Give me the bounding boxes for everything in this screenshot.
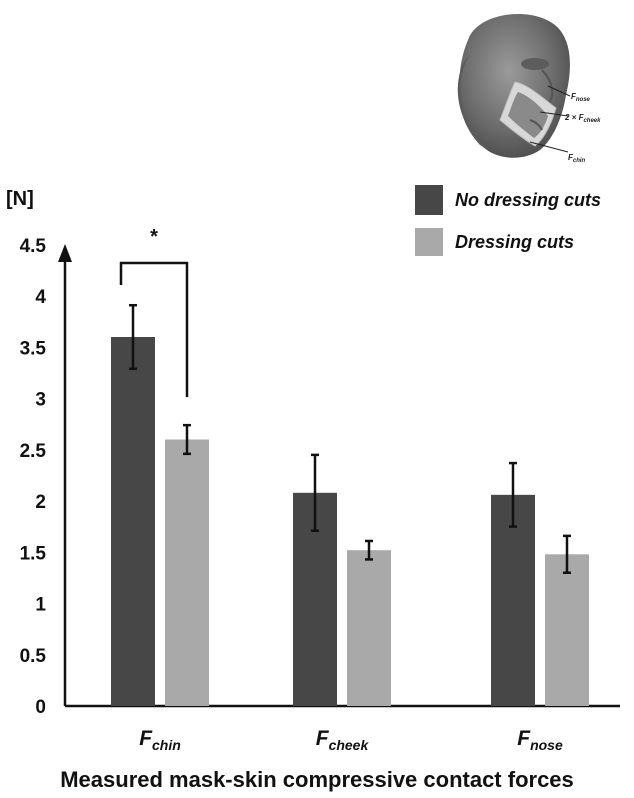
y-tick-label: 4.5	[20, 236, 47, 257]
y-tick-label: 1	[35, 595, 46, 616]
y-tick-label: 0.5	[20, 646, 47, 667]
y-tick-label: 2.5	[20, 441, 47, 462]
bar	[491, 494, 535, 706]
category-label: Fnose	[517, 727, 563, 753]
legend-label-dressing: Dressing cuts	[455, 232, 574, 252]
inset-label-nose: Fnose	[571, 92, 591, 103]
x-axis-label: Measured mask-skin compressive contact f…	[60, 767, 574, 792]
y-tick-label: 4	[35, 287, 46, 308]
y-tick-label: 0	[35, 697, 46, 718]
inset-label-cheek: 2 × Fcheek	[564, 113, 601, 124]
bar	[111, 337, 155, 706]
legend-swatch-no-dressing	[415, 185, 443, 215]
bar	[165, 439, 209, 706]
category-labels: Fchin Fcheek Fnose	[139, 727, 563, 753]
error-bars	[129, 303, 571, 574]
category-label: Fchin	[139, 727, 181, 753]
legend: No dressing cuts Dressing cuts	[415, 185, 601, 256]
legend-swatch-dressing	[415, 228, 443, 256]
y-tick-label: 3.5	[20, 338, 47, 359]
bars	[111, 337, 589, 706]
y-tick-label: 2	[35, 492, 46, 513]
significance-line	[119, 261, 189, 398]
legend-label-no-dressing: No dressing cuts	[455, 190, 601, 210]
inset-label-chin: Fchin	[568, 153, 586, 164]
y-unit-label: [N]	[6, 188, 34, 210]
bar	[347, 550, 391, 706]
y-tick-label: 3	[35, 390, 46, 411]
significance-star: *	[150, 226, 158, 248]
y-tick-labels: 0 0.5 1 1.5 2 2.5 3 3.5 4 4.5	[20, 236, 47, 718]
bar	[545, 554, 589, 706]
y-tick-label: 1.5	[20, 543, 47, 564]
y-axis-arrow	[58, 244, 72, 262]
significance-bracket: *	[119, 226, 189, 398]
category-label: Fcheek	[316, 727, 370, 753]
face-illustration: Fnose 2 × Fcheek Fchin	[457, 13, 601, 164]
